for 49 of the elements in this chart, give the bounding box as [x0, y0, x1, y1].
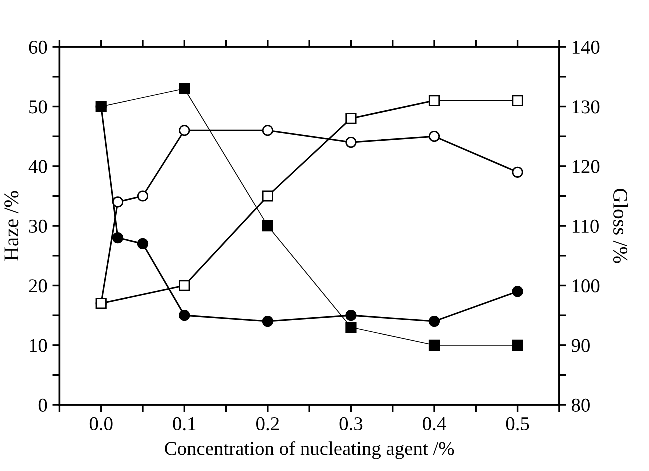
point [512, 166, 524, 178]
point [96, 298, 107, 310]
point [428, 131, 440, 142]
point [346, 322, 357, 334]
point [346, 310, 357, 322]
point [512, 286, 524, 298]
y2-axis-title: Gloss /% [613, 189, 628, 264]
point [428, 316, 440, 328]
y2-tick-label: 120 [572, 160, 600, 174]
y-tick-label: 60 [29, 40, 48, 54]
point [112, 196, 124, 208]
point [262, 125, 274, 136]
point [179, 83, 190, 94]
x-tick-label: 0.1 [173, 417, 196, 431]
x-tick-label: 0.5 [506, 417, 530, 431]
point [96, 101, 107, 112]
y-tick-label: 40 [28, 160, 48, 174]
y2-tick-label: 100 [572, 280, 600, 293]
point [262, 220, 274, 232]
x-axis-title: Concentration of nucleating agent /% [165, 441, 454, 460]
y-tick-label: 50 [30, 100, 48, 114]
y2-tick-label: 80 [572, 398, 590, 412]
point [179, 310, 190, 322]
point [137, 238, 149, 250]
y2-tick-label: 90 [572, 339, 590, 352]
y-tick-label: 30 [29, 220, 48, 234]
y2-tick-label: 140 [572, 40, 600, 54]
point [179, 125, 190, 136]
y2-tick-label: 130 [572, 100, 600, 114]
y-axis-title: Haze /% [4, 191, 19, 262]
point [112, 232, 124, 244]
point [428, 340, 440, 351]
x-tick-label: 0.4 [423, 417, 446, 431]
point [512, 95, 524, 106]
point [137, 190, 149, 202]
y-tick-label: 20 [29, 280, 48, 293]
x-tick-label: 0.2 [256, 417, 280, 431]
x-tick-label: 0.3 [340, 417, 363, 431]
point [346, 113, 357, 124]
y-tick-label: 0 [38, 398, 48, 412]
y2-tick-label: 110 [572, 220, 599, 234]
point [179, 280, 190, 292]
y-tick-label: 10 [30, 339, 48, 352]
point [262, 316, 274, 328]
point [346, 137, 357, 148]
point [512, 340, 524, 351]
x-tick-label: 0.0 [90, 417, 113, 431]
point [262, 190, 274, 202]
point [428, 95, 440, 106]
